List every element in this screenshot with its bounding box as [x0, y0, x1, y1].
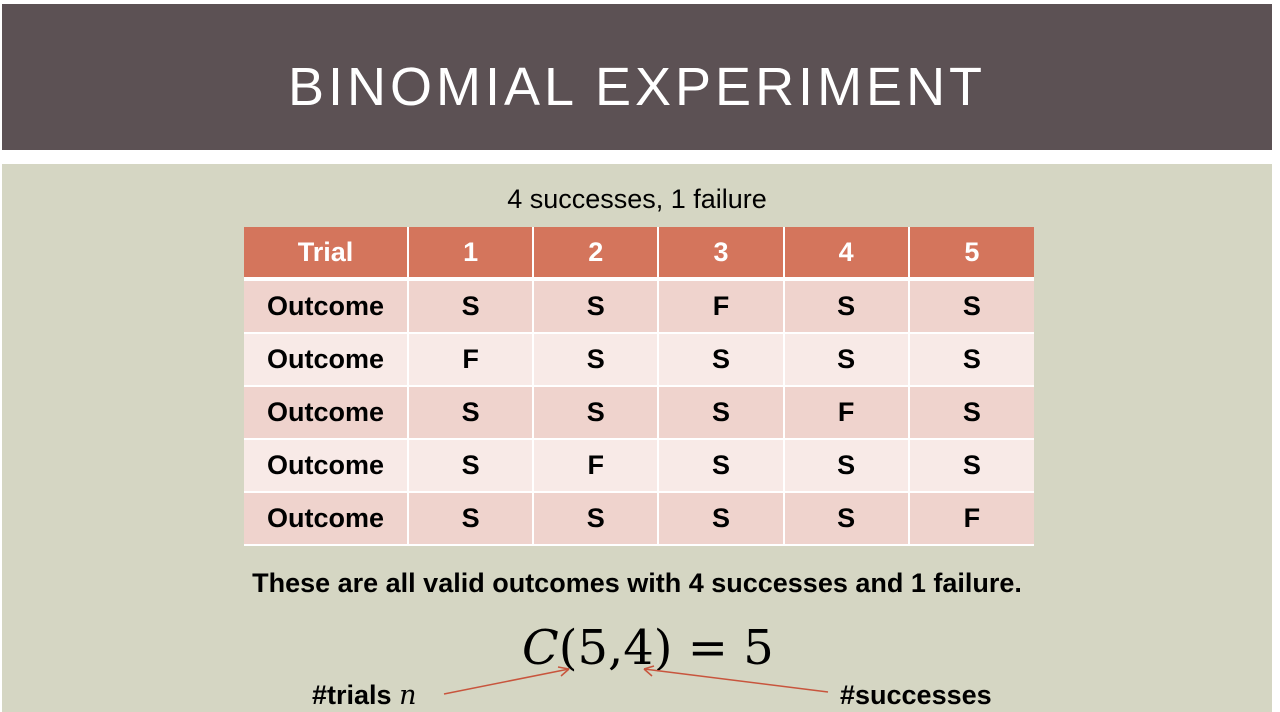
- outcome-cell: S: [408, 492, 535, 546]
- outcome-cell: S: [533, 492, 660, 546]
- outcome-cell: F: [783, 386, 910, 440]
- outcome-cell: S: [533, 279, 660, 334]
- row-label: Outcome: [244, 492, 409, 546]
- outcome-cell: S: [658, 386, 785, 440]
- trials-annotation: #trials n: [312, 680, 416, 711]
- row-label: Outcome: [244, 279, 409, 334]
- header-cell: 2: [533, 227, 660, 281]
- table-row: Outcome S S S S F: [244, 492, 1034, 546]
- header-cell: 4: [783, 227, 910, 281]
- outcome-cell: S: [908, 439, 1034, 493]
- outcome-cell: S: [533, 333, 660, 387]
- table-header-row: Trial 1 2 3 4 5: [244, 227, 1034, 281]
- outcome-cell: S: [408, 386, 535, 440]
- slide-content: 4 successes, 1 failure Trial 1 2 3 4 5 O…: [2, 164, 1272, 712]
- outcome-cell: S: [658, 439, 785, 493]
- outcome-cell: S: [408, 279, 535, 334]
- outcome-cell: F: [408, 333, 535, 387]
- outcome-cell: F: [533, 439, 660, 493]
- formula-arguments: (5,4): [558, 620, 673, 676]
- formula-function: C: [522, 620, 559, 676]
- header-cell: Trial: [244, 227, 409, 281]
- trials-variable: n: [399, 680, 417, 711]
- outcome-cell: S: [783, 439, 910, 493]
- outcome-cell: S: [658, 333, 785, 387]
- slide-title: BINOMIAL EXPERIMENT: [287, 57, 987, 117]
- outcome-cell: S: [658, 492, 785, 546]
- row-label: Outcome: [244, 439, 409, 493]
- title-bar: BINOMIAL EXPERIMENT: [2, 4, 1272, 150]
- outcome-cell: S: [783, 333, 910, 387]
- explanation-text: These are all valid outcomes with 4 succ…: [252, 568, 1022, 598]
- outcome-cell: F: [658, 279, 785, 334]
- outcome-cell: S: [408, 439, 535, 493]
- header-cell: 5: [908, 227, 1034, 281]
- row-label: Outcome: [244, 386, 409, 440]
- outcome-cell: S: [908, 386, 1034, 440]
- formula-result: = 5: [672, 620, 774, 676]
- outcome-cell: S: [783, 492, 910, 546]
- header-cell: 3: [658, 227, 785, 281]
- outcomes-table: Trial 1 2 3 4 5 Outcome S S F S S Outcom…: [244, 227, 1034, 546]
- row-label: Outcome: [244, 333, 409, 387]
- outcome-cell: F: [908, 492, 1034, 546]
- outcome-cell: S: [533, 386, 660, 440]
- table-row: Outcome F S S S S: [244, 333, 1034, 387]
- header-cell: 1: [408, 227, 535, 281]
- trials-label: #trials: [312, 680, 400, 710]
- outcome-cell: S: [908, 279, 1034, 334]
- outcome-cell: S: [783, 279, 910, 334]
- table-row: Outcome S F S S S: [244, 439, 1034, 493]
- table-row: Outcome S S F S S: [244, 279, 1034, 334]
- table-row: Outcome S S S F S: [244, 386, 1034, 440]
- table-caption: 4 successes, 1 failure: [507, 184, 767, 214]
- combination-formula: C(5,4) = 5: [522, 620, 774, 676]
- successes-annotation: #successes: [840, 680, 992, 710]
- outcome-cell: S: [908, 333, 1034, 387]
